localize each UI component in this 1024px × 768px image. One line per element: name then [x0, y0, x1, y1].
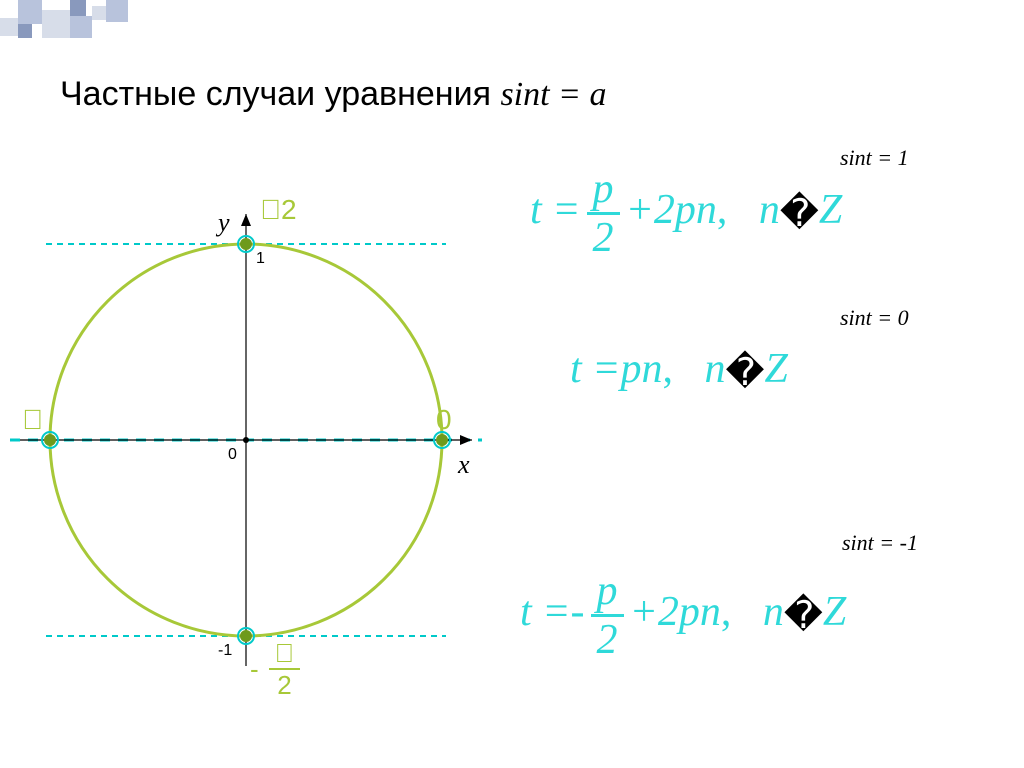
angle-top-label: 2: [260, 194, 297, 226]
case-formula-2: t =-p2+2pn, n�Z: [520, 570, 846, 661]
origin-label: 0: [228, 446, 237, 464]
case-label-0: sint = 1: [840, 145, 909, 171]
tick-1: 1: [256, 250, 265, 268]
x-axis-label: x: [458, 450, 470, 480]
angle-right-label: 0: [436, 404, 452, 436]
case-label-1: sint = 0: [840, 305, 909, 331]
case-label-2: sint = -1: [842, 530, 918, 556]
case-formula-1: t =pn, n�Z: [570, 345, 788, 395]
unit-circle-svg: [0, 0, 1024, 768]
y-axis-label: y: [218, 208, 230, 238]
angle-bottom-label: -2: [250, 640, 306, 698]
case-formula-0: t =p2+2pn, n�Z: [530, 168, 842, 259]
tick-neg1: -1: [218, 642, 232, 660]
angle-left-label: : [22, 404, 43, 436]
diagram-stage: [0, 0, 1024, 768]
